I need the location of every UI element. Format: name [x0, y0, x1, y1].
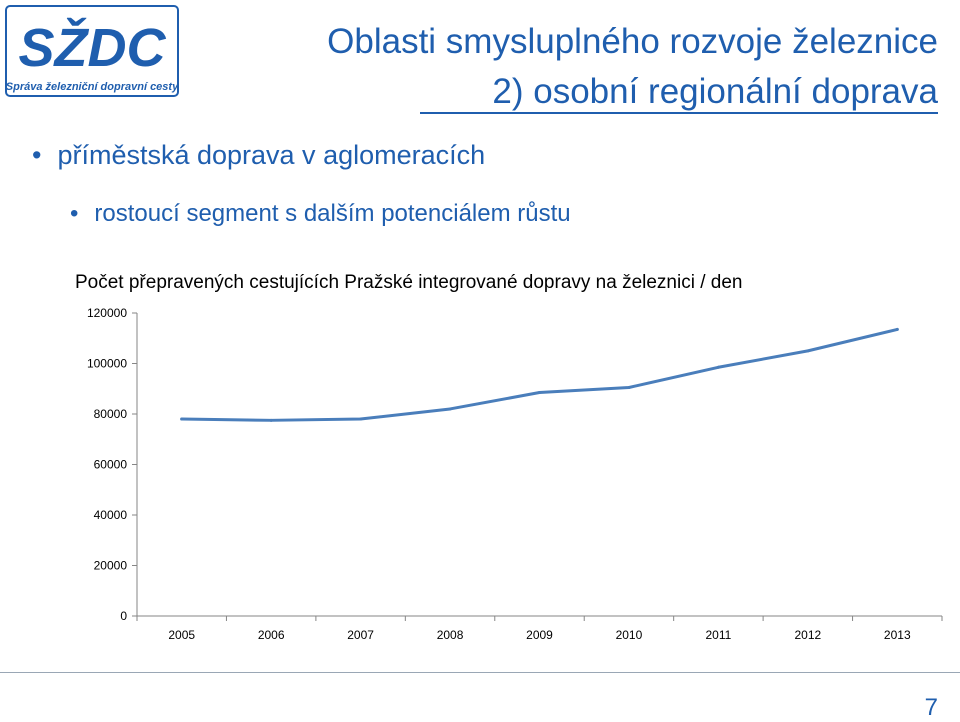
szdc-logo: SŽDC Správa železniční dopravní cesty: [5, 5, 179, 97]
footer-divider: [0, 672, 960, 673]
bullet-item-1: • příměstská doprava v aglomeracích: [32, 140, 485, 171]
bullet-text-2: rostoucí segment s dalším potenciálem rů…: [94, 200, 571, 227]
logo-subtitle: Správa železniční dopravní cesty: [6, 81, 179, 93]
data-point: [716, 365, 720, 369]
x-tick-label: 2006: [258, 628, 285, 642]
data-point: [627, 385, 631, 389]
bullet-dot-icon: •: [32, 140, 42, 170]
x-tick-label: 2012: [794, 628, 821, 642]
y-tick-label: 60000: [94, 458, 128, 472]
series-line: [180, 327, 899, 422]
data-point: [895, 327, 899, 331]
bullet-text-1: příměstská doprava v aglomeracích: [57, 140, 486, 170]
x-tick-label: 2007: [347, 628, 374, 642]
title-underline: [420, 112, 938, 114]
bullet-item-2: • rostoucí segment s dalším potenciálem r…: [70, 200, 571, 228]
x-tick-label: 2008: [437, 628, 464, 642]
chart-title: Počet přepravených cestujících Pražské i…: [75, 272, 743, 293]
x-tick-label: 2009: [526, 628, 553, 642]
y-tick-label: 0: [120, 609, 127, 623]
page-title-line1: Oblasti smysluplného rozvoje železnice: [327, 22, 938, 61]
y-tick-label: 20000: [94, 559, 128, 573]
data-point: [180, 417, 184, 421]
y-tick-label: 80000: [94, 407, 128, 421]
data-point: [448, 407, 452, 411]
page-number: 7: [924, 694, 938, 721]
data-point: [806, 349, 810, 353]
page-title-line2: 2) osobní regionální doprava: [492, 72, 938, 111]
data-point: [359, 417, 363, 421]
data-point: [269, 418, 273, 422]
bullet-dot-icon: •: [70, 200, 79, 227]
x-tick-label: 2011: [705, 628, 731, 642]
data-point: [538, 391, 541, 395]
x-tick-label: 2013: [884, 628, 911, 642]
x-tick-label: 2010: [616, 628, 643, 642]
y-tick-label: 120000: [87, 306, 127, 320]
x-tick-label: 2005: [168, 628, 195, 642]
y-tick-label: 40000: [94, 508, 128, 522]
y-tick-label: 100000: [87, 357, 127, 371]
logo-text: SŽDC: [19, 17, 167, 78]
